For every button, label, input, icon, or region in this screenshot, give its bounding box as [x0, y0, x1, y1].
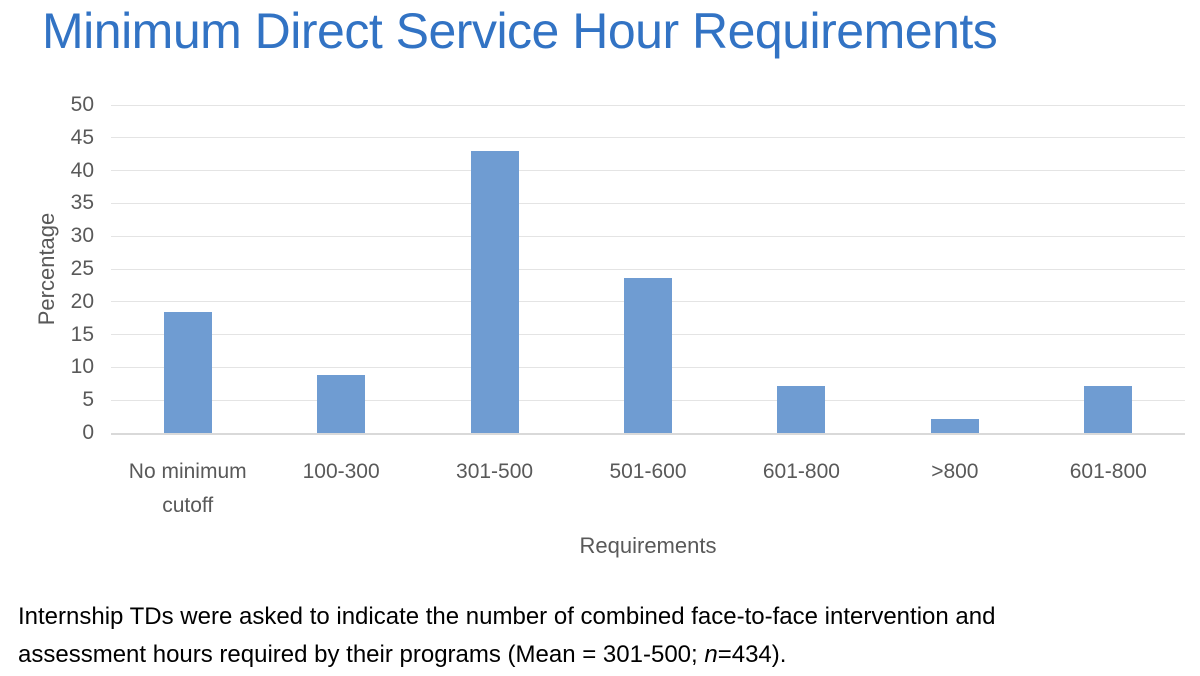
chart-title: Minimum Direct Service Hour Requirements — [42, 3, 998, 59]
x-axis-title: Requirements — [579, 533, 717, 558]
y-tick-label: 30 — [70, 224, 94, 248]
caption-n-italic: n — [704, 641, 718, 668]
bar — [163, 312, 212, 433]
y-tick-label: 25 — [70, 257, 94, 280]
x-category-label: 501-600 — [609, 460, 687, 483]
gridline — [111, 137, 1185, 139]
y-tick-label: 15 — [70, 322, 94, 346]
x-category-label: 601-800 — [1069, 460, 1147, 483]
y-tick-label: 5 — [82, 388, 94, 412]
x-category-label: 100-300 — [302, 460, 380, 483]
plot-area — [111, 104, 1185, 435]
bar — [317, 374, 366, 433]
caption-line2-post: =434). — [717, 641, 787, 668]
bar — [777, 386, 826, 433]
y-axis-tick-labels: 0 5 10 15 20 25 30 35 40 45 50 — [0, 94, 94, 444]
gridline — [111, 170, 1185, 172]
y-tick-label: 50 — [70, 93, 94, 116]
y-tick-label: 0 — [82, 421, 94, 444]
x-category-label: >800 — [931, 460, 979, 483]
y-tick-label: 45 — [70, 125, 94, 149]
x-category-label: 601-800 — [762, 460, 840, 483]
gridline — [111, 235, 1185, 237]
caption: Internship TDs were asked to indicate th… — [18, 598, 1183, 674]
y-tick-label: 10 — [70, 355, 94, 379]
gridline — [111, 202, 1185, 204]
x-category-label: 301-500 — [456, 460, 534, 483]
gridline — [111, 268, 1185, 270]
y-tick-label: 20 — [70, 289, 94, 313]
y-tick-label: 40 — [70, 158, 94, 182]
x-category-label: No minimum cutoff — [128, 460, 247, 517]
bar — [1084, 386, 1133, 433]
bar — [930, 418, 979, 433]
gridline — [111, 104, 1185, 106]
bar — [470, 150, 519, 433]
bar — [624, 277, 672, 433]
caption-line2-pre: assessment hours required by their progr… — [18, 641, 705, 668]
y-tick-label: 35 — [70, 191, 94, 215]
caption-line1: Internship TDs were asked to indicate th… — [18, 603, 996, 630]
x-axis-category-labels: No minimum cutoff 100-300 301-500 501-600 60… — [111, 455, 1185, 525]
